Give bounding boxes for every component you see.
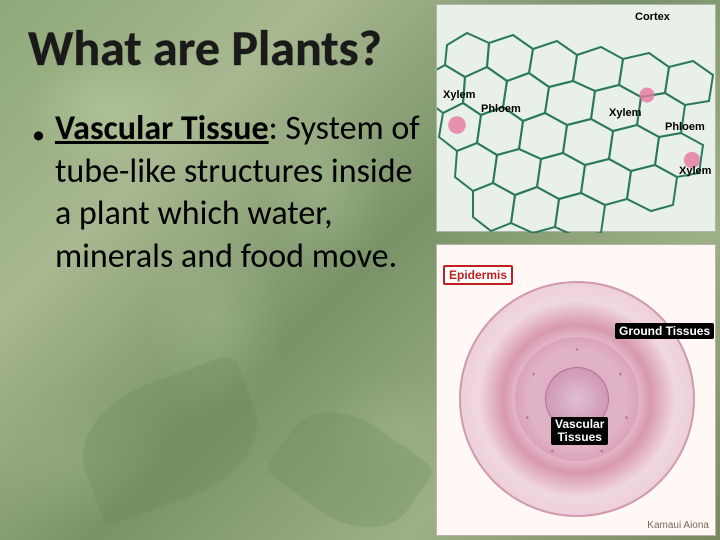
bullet-separator: :: [269, 108, 286, 149]
label-vascular-line2: Tissues: [557, 430, 601, 444]
image-credit: Kamaui Aiona: [647, 520, 709, 531]
label-phloem-1: Phloem: [481, 103, 521, 115]
label-vascular-line1: Vascular: [555, 417, 604, 431]
bullet-text: Vascular Tissue: System of tube-like str…: [55, 108, 422, 278]
label-phloem-2: Phloem: [665, 121, 705, 133]
bullet-item: • Vascular Tissue: System of tube-like s…: [32, 108, 422, 278]
label-xylem-1: Xylem: [443, 89, 475, 101]
figure-top-vascular-cross-section: Cortex Xylem Phloem Xylem Phloem Xylem: [436, 4, 716, 232]
slide-root: What are Plants? • Vascular Tissue: Syst…: [0, 0, 720, 540]
label-cortex: Cortex: [635, 11, 670, 23]
xylem-cells-pink: [437, 5, 715, 231]
bullet-dot-icon: •: [32, 118, 45, 151]
slide-title: What are Plants?: [28, 18, 382, 79]
label-epidermis: Epidermis: [443, 265, 513, 285]
bullet-term: Vascular Tissue: [55, 108, 269, 149]
bullet-block: • Vascular Tissue: System of tube-like s…: [32, 108, 422, 278]
label-xylem-3: Xylem: [679, 165, 711, 177]
label-xylem-2: Xylem: [609, 107, 641, 119]
label-ground-tissues: Ground Tissues: [615, 323, 714, 339]
figure-bottom-stem-cross-section: Epidermis Ground Tissues Vascular Tissue…: [436, 244, 716, 536]
label-vascular-tissues: Vascular Tissues: [551, 417, 608, 445]
